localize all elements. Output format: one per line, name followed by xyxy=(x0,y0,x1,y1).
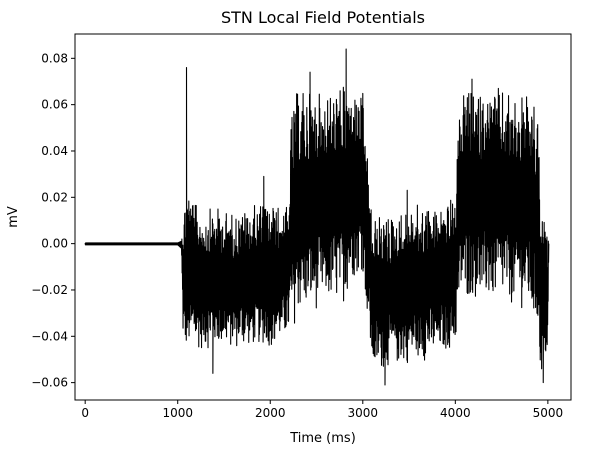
y-tick-label: 0.04 xyxy=(41,144,68,158)
y-tick-label: −0.04 xyxy=(31,329,68,343)
lfp-trace-line xyxy=(84,48,550,386)
y-axis: −0.06 −0.04 −0.02 0.00 0.02 0.04 0.06 0.08 xyxy=(31,51,75,390)
y-tick-label: 0.02 xyxy=(41,190,68,204)
x-tick-label: 1000 xyxy=(162,406,193,420)
x-tick-label: 3000 xyxy=(348,406,379,420)
y-tick-label: −0.06 xyxy=(31,376,68,390)
x-tick-label: 0 xyxy=(81,406,89,420)
y-tick-label: 0.08 xyxy=(41,51,68,65)
plot-frame xyxy=(74,33,572,401)
y-tick-label: −0.02 xyxy=(31,283,68,297)
y-axis-label: mV xyxy=(6,206,21,228)
y-tick-label: 0.00 xyxy=(41,237,68,251)
x-axis-label: Time (ms) xyxy=(289,431,356,446)
y-tick-label: 0.06 xyxy=(41,98,68,112)
lfp-trace-group xyxy=(84,48,550,386)
chart-title: STN Local Field Potentials xyxy=(221,8,425,27)
x-tick-label: 2000 xyxy=(255,406,286,420)
x-axis: 0 1000 2000 3000 4000 5000 xyxy=(81,400,563,420)
x-tick-label: 4000 xyxy=(440,406,471,420)
x-tick-label: 5000 xyxy=(533,406,564,420)
